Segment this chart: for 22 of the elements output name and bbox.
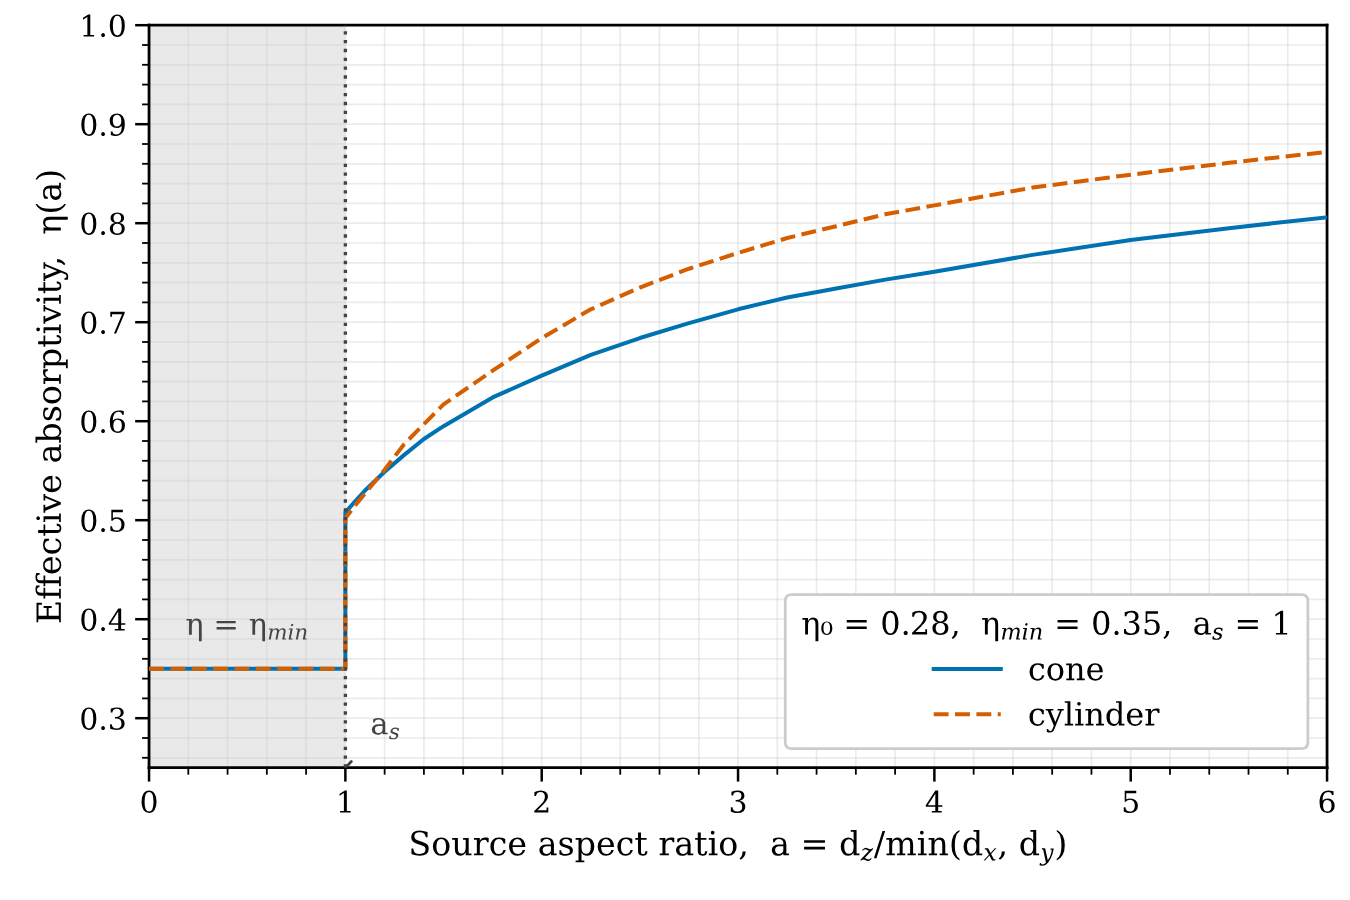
band-label: η = η$_{min}$ [186,618,307,642]
x-tick-label: 2 [534,790,549,813]
y-tick-label: 0.6 [81,410,125,433]
x-tick-label: 4 [925,790,943,813]
y-tick-label: 0.7 [81,311,125,334]
y-tick-label: 0.5 [81,509,125,532]
x-tick-label: 1 [339,790,351,813]
x-tick-label: 3 [730,790,746,814]
y-axis-title: Effective absorptivity, η(a) [35,171,69,623]
y-tick-label: 0.9 [81,113,125,136]
x-tick-label: 5 [1123,790,1138,814]
legend-label: cone [1029,663,1103,681]
legend-label: cylinder [1029,701,1160,733]
x-axis-title: Source aspect ratio, a = d$_{z}$/min(d$_{x}$, d$_{y}$) [411,829,1065,866]
x-tick-label: 6 [1319,790,1335,814]
y-tick-label: 0.8 [81,212,125,235]
legend-title: η₀ = 0.28, η$_{min}$ = 0.35, a$_{s}$ = 1 [802,610,1288,642]
y-tick-label: 1.0 [82,14,125,37]
ref-line-label: a$_{s}$ [371,717,400,740]
y-tick-label: 0.3 [81,707,125,730]
x-tick-label: 0 [141,790,157,814]
y-tick-label: 0.4 [81,608,126,631]
